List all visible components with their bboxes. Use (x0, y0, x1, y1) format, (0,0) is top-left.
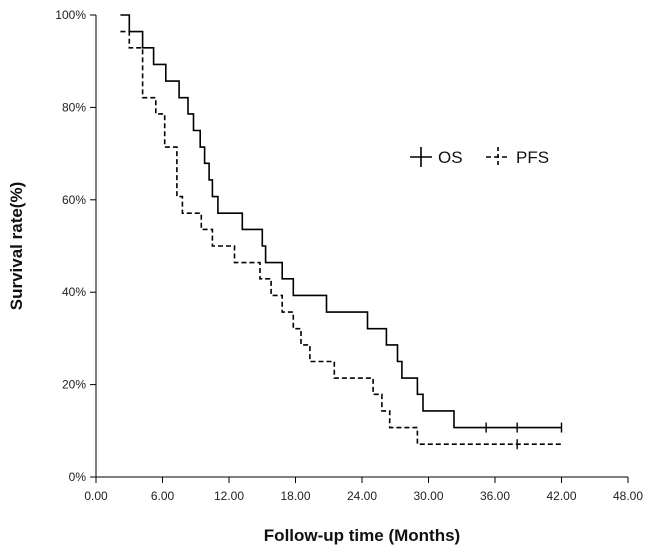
x-axis-title: Follow-up time (Months) (264, 526, 460, 545)
x-tick-label: 6.00 (151, 489, 175, 503)
x-tick-label: 30.00 (413, 489, 443, 503)
y-tick-label: 40% (62, 285, 86, 299)
x-tick-label: 36.00 (480, 489, 510, 503)
x-tick-label: 48.00 (613, 489, 643, 503)
x-tick-label: 0.00 (84, 489, 108, 503)
series-os-curve (120, 14, 562, 429)
series-group (120, 14, 563, 450)
x-tick-label: 24.00 (347, 489, 377, 503)
axes-group: 0% 20% 40% 60% 80% 100% 0.00 6.00 12.00 18.00 24.0… (55, 8, 643, 503)
y-axis-title: Survival rate(%) (7, 182, 26, 311)
y-tick-label: 20% (62, 378, 86, 392)
legend-os-label: OS (438, 148, 463, 167)
y-tick-label: 60% (62, 193, 86, 207)
series-pfs-curve (120, 30, 562, 445)
x-tick-label: 42.00 (546, 489, 576, 503)
y-tick-label: 100% (55, 8, 86, 22)
legend: OS PFS (410, 147, 549, 167)
legend-pfs-label: PFS (516, 148, 549, 167)
x-tick-label: 18.00 (280, 489, 310, 503)
y-tick-label: 80% (62, 100, 86, 114)
y-tick-label: 0% (69, 470, 87, 484)
x-tick-label: 12.00 (214, 489, 244, 503)
